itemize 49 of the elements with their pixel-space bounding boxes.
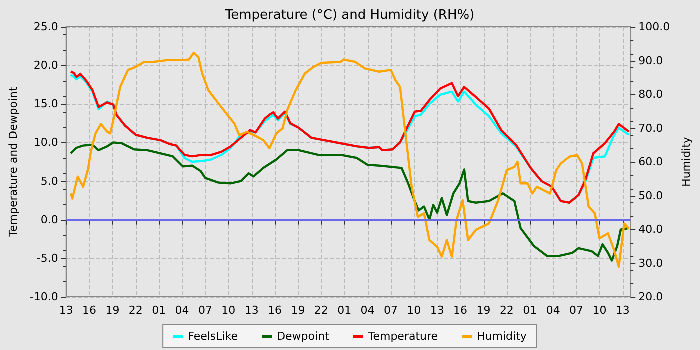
y-tick-label: 0.0 xyxy=(40,213,58,226)
x-tick-label: 13 xyxy=(244,304,259,317)
x-tick-label: 19 xyxy=(476,304,491,317)
x-tick-label: 01 xyxy=(338,304,352,317)
y2-tick-label: 100.0 xyxy=(638,20,670,34)
x-tick-label: 07 xyxy=(384,304,398,317)
x-tick-label: 07 xyxy=(198,304,212,317)
x-tick-label: 22 xyxy=(128,304,143,317)
y2-tick-label: 80.0 xyxy=(638,88,664,101)
y2-tick-label: 50.0 xyxy=(638,189,664,202)
x-tick-label: 10 xyxy=(592,304,607,317)
y-tick-label: 15.0 xyxy=(34,98,58,111)
y-tick-label: 10.0 xyxy=(34,136,58,150)
y2-tick-label: 20.0 xyxy=(638,290,664,304)
y2-tick-label: 60.0 xyxy=(638,156,664,168)
y-tick-label: 25.0 xyxy=(34,20,58,34)
x-tick-label: 04 xyxy=(546,304,560,317)
y2-tick-label: 90.0 xyxy=(638,54,664,68)
y-axis-title: Temperature and Dewpoint xyxy=(7,86,20,238)
y-tick-label: 5.0 xyxy=(40,174,58,188)
x-tick-label: 19 xyxy=(106,304,120,317)
x-tick-label: 22 xyxy=(314,304,328,317)
x-tick-label: 16 xyxy=(454,304,468,317)
legend-label: Dewpoint xyxy=(277,330,330,343)
x-tick-label: 10 xyxy=(222,304,236,317)
x-tick-label: 04 xyxy=(360,304,375,317)
x-tick-label: 10 xyxy=(407,304,422,317)
x-tick-label: 19 xyxy=(291,304,306,317)
x-tick-label: 13 xyxy=(59,304,74,317)
x-tick-label: 04 xyxy=(175,304,190,317)
x-tick-label: 16 xyxy=(82,304,97,317)
y2-tick-label: 40.0 xyxy=(638,223,664,236)
x-tick-label: 22 xyxy=(500,304,514,317)
legend-label: FeelsLike xyxy=(188,330,238,343)
y-tick-label: -10.0 xyxy=(30,290,58,304)
x-tick-label: 01 xyxy=(152,304,166,317)
x-tick-label: 13 xyxy=(616,304,630,317)
x-tick-label: 13 xyxy=(430,304,444,317)
x-tick-label: 16 xyxy=(268,304,282,317)
y-tick-label: 20.0 xyxy=(34,59,58,72)
y2-tick-label: 70.0 xyxy=(638,122,664,135)
x-tick-label: 01 xyxy=(523,304,538,317)
x-tick-label: 07 xyxy=(570,304,584,317)
chart-title: Temperature (°C) and Humidity (RH%) xyxy=(224,8,475,23)
y-tick-label: -5.0 xyxy=(36,252,58,265)
legend-label: Humidity xyxy=(477,330,528,343)
legend-label: Temperature xyxy=(367,330,438,343)
y2-axis-title: Humidity xyxy=(680,136,693,187)
y2-tick-label: 30.0 xyxy=(638,256,664,270)
